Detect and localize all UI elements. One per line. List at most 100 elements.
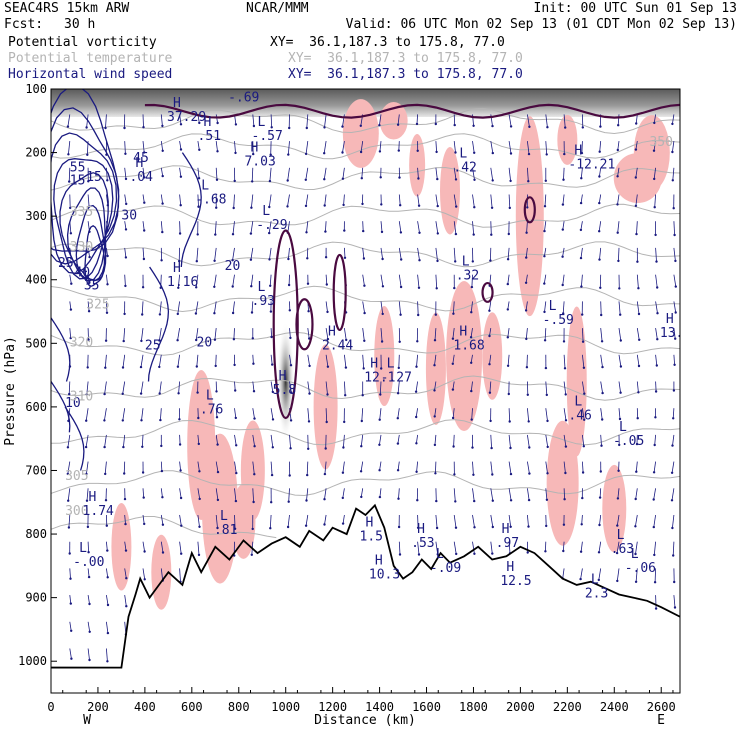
wind-vector-head — [634, 525, 637, 528]
wind-vector — [544, 247, 547, 257]
wind-vector-head — [600, 444, 603, 447]
wind-vector-head — [360, 495, 363, 499]
wind-vector-head — [213, 285, 216, 288]
wind-vector-head — [179, 469, 182, 472]
wind-vector-head — [470, 361, 473, 364]
wind-vector-head — [527, 498, 531, 502]
wind-vector — [582, 354, 585, 368]
wind-vector-head — [87, 180, 90, 183]
wind-vector-head — [417, 553, 421, 556]
wind-vector — [215, 114, 218, 124]
wind-vector-head — [106, 660, 109, 663]
wind-vector-head — [121, 419, 125, 422]
wind-vector-head — [179, 175, 183, 178]
wind-vector-head — [509, 446, 512, 450]
wind-vector-head — [416, 499, 419, 502]
wind-vector — [452, 408, 455, 419]
wind-vector-head — [177, 392, 180, 395]
wind-vector — [673, 301, 677, 313]
wind-vector — [507, 247, 510, 260]
wind-vector-head — [269, 284, 272, 287]
wind-vector — [179, 221, 181, 234]
wind-vector-head — [216, 150, 219, 153]
wind-vector — [305, 141, 309, 154]
wind-vector — [489, 354, 492, 365]
wind-vector-head — [673, 363, 676, 366]
pv-extremum-symbol: L — [619, 420, 627, 435]
wind-vector-head — [635, 232, 638, 236]
wind-vector — [636, 274, 639, 289]
wind-vector — [69, 301, 72, 310]
wind-vector — [87, 221, 90, 232]
wind-vector-head — [453, 473, 456, 476]
wind-vector-head — [598, 150, 601, 153]
wind-vector-head — [454, 500, 457, 503]
y-tick-label: 700 — [25, 463, 47, 477]
wind-vector-head — [451, 388, 455, 391]
wind-vector-head — [232, 206, 235, 210]
pv-extremum-symbol: H — [279, 369, 287, 384]
wind-vector — [343, 194, 345, 205]
wind-vector — [507, 354, 510, 366]
wind-vector — [434, 328, 437, 341]
wind-vector — [251, 167, 254, 182]
wind-vector-head — [579, 201, 583, 205]
wind-vector — [435, 167, 438, 180]
wind-vector — [87, 301, 90, 312]
wind-vector-head — [269, 310, 273, 313]
wind-vector — [122, 381, 126, 394]
wind-vector — [214, 221, 217, 235]
wind-vector — [141, 301, 144, 315]
wind-vector — [672, 114, 675, 124]
pv-extremum-symbol: L — [234, 77, 242, 92]
pv-extremum-label: H2.44 — [322, 325, 353, 354]
wind-speed-contour — [51, 89, 120, 252]
wind-vector-head — [123, 126, 126, 130]
wind-vector — [635, 514, 638, 527]
wind-vector-head — [453, 286, 456, 290]
wind-vector-head — [397, 497, 400, 500]
wind-vector-head — [103, 445, 106, 449]
wind-vector-head — [231, 259, 234, 262]
theta-contour — [51, 241, 680, 268]
field-xy-wind: XY= 36.1,187.3 to 175.8, 77.0 — [288, 67, 523, 82]
wind-vector-head — [617, 469, 620, 472]
wind-vector — [324, 114, 327, 128]
wind-vector-head — [195, 260, 198, 263]
wind-speed-label: 40 — [74, 266, 90, 281]
wind-vector-head — [543, 255, 546, 258]
wind-vector-head — [68, 180, 71, 183]
wind-vector-head — [178, 259, 181, 263]
wind-vector — [527, 514, 529, 527]
wind-vector-head — [104, 339, 108, 342]
wind-vector — [179, 514, 182, 526]
wind-vector-head — [216, 121, 219, 125]
pv-extremum-label: L-.57 — [252, 115, 283, 144]
wind-vector — [215, 514, 218, 529]
pv-extremum-label: L-.00 — [73, 541, 104, 570]
wind-vector-head — [85, 393, 89, 396]
wind-vector-head — [324, 230, 327, 233]
wind-vector — [527, 408, 530, 422]
wind-vector — [215, 461, 219, 473]
wind-vector — [508, 408, 511, 422]
wind-vector — [580, 541, 583, 552]
wind-vector-head — [198, 121, 201, 125]
wind-vector-head — [306, 257, 309, 260]
wind-vector — [508, 141, 512, 154]
wind-vector-head — [106, 283, 109, 286]
wind-vector-head — [545, 393, 548, 397]
wind-vector — [287, 167, 290, 181]
wind-vector — [324, 194, 327, 206]
wind-vector — [635, 167, 638, 178]
model-title: SEAC4RS 15km ARW — [4, 1, 130, 16]
wind-vector — [397, 381, 400, 394]
wind-vector-head — [618, 287, 621, 290]
wind-vector — [379, 141, 382, 152]
wind-vector-head — [598, 201, 601, 205]
wind-vector — [599, 167, 602, 177]
wind-vector — [325, 381, 328, 395]
wind-vector-head — [86, 153, 89, 156]
wind-vector-head — [488, 391, 492, 394]
wind-vector-head — [509, 499, 513, 502]
